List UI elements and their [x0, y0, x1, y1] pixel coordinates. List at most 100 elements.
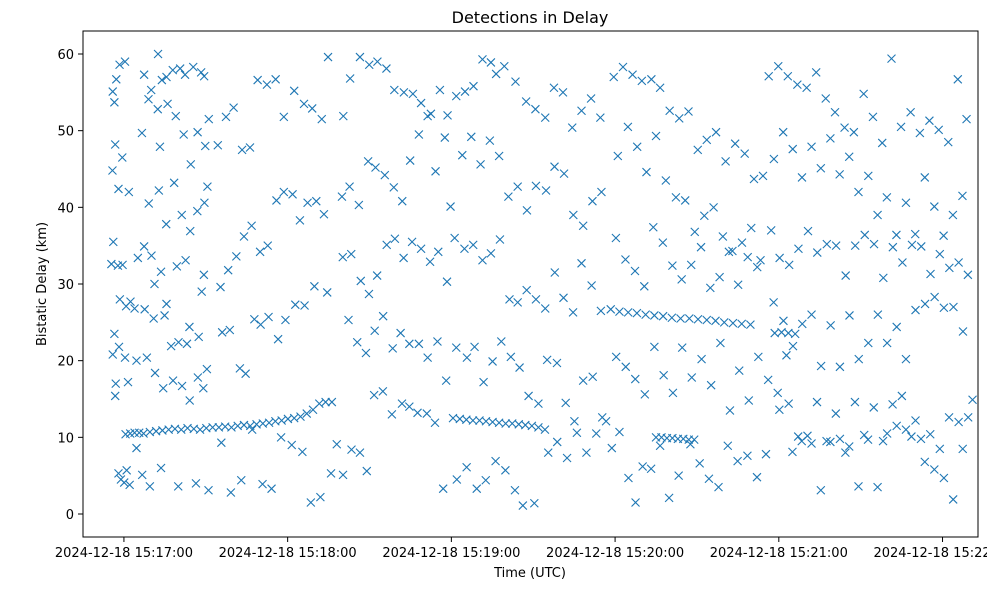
data-point: [850, 241, 860, 251]
data-point: [226, 488, 236, 497]
data-point: [287, 440, 297, 450]
data-point: [460, 87, 470, 96]
data-point: [327, 397, 337, 407]
data-point: [142, 353, 152, 362]
data-point: [728, 246, 737, 256]
data-point: [621, 255, 630, 264]
data-point: [361, 348, 371, 358]
data-point: [677, 275, 687, 284]
data-point: [435, 85, 445, 95]
data-point: [198, 383, 208, 393]
data-point: [185, 322, 194, 332]
data-point: [939, 231, 949, 241]
data-point: [668, 261, 677, 270]
data-point: [844, 442, 854, 451]
data-point: [542, 355, 552, 365]
data-point: [835, 434, 845, 444]
data-point: [773, 388, 783, 398]
data-point: [910, 229, 920, 239]
data-point: [878, 436, 888, 446]
data-point: [405, 156, 415, 165]
data-point: [344, 315, 353, 325]
data-point: [319, 209, 329, 219]
data-point: [399, 253, 409, 263]
data-point: [281, 315, 290, 325]
data-point: [323, 52, 333, 62]
data-point: [925, 429, 935, 439]
data-point: [873, 210, 882, 220]
data-point: [531, 104, 540, 114]
data-point: [193, 373, 203, 382]
data-point: [422, 409, 432, 418]
data-point: [578, 376, 588, 385]
data-point: [935, 249, 945, 259]
data-point: [577, 106, 586, 116]
data-point: [255, 247, 265, 257]
data-point: [749, 174, 759, 184]
data-point: [743, 451, 752, 461]
data-point: [231, 252, 241, 261]
data-point: [153, 104, 163, 114]
data-point: [907, 432, 916, 441]
data-point: [452, 475, 462, 484]
data-point: [239, 232, 249, 241]
x-tick-label: 2024-12-18 15:19:00: [382, 546, 520, 561]
data-point: [496, 337, 506, 346]
data-point: [397, 196, 407, 206]
data-point: [146, 85, 156, 95]
data-point: [157, 75, 167, 85]
data-point: [522, 285, 532, 295]
data-point: [684, 107, 693, 116]
data-point: [766, 225, 776, 235]
data-point: [540, 304, 550, 313]
data-point: [958, 191, 967, 201]
data-point: [468, 240, 478, 250]
data-point: [826, 321, 836, 330]
data-point: [247, 221, 257, 231]
data-point: [840, 123, 849, 132]
data-point: [674, 114, 684, 123]
data-point: [317, 114, 327, 124]
y-tick-label: 20: [57, 355, 74, 370]
data-point: [737, 238, 747, 247]
data-point: [676, 314, 685, 323]
data-point: [120, 353, 130, 362]
data-point: [743, 252, 753, 262]
data-point: [807, 310, 816, 320]
data-point: [332, 439, 342, 449]
data-point: [687, 373, 697, 382]
data-point: [888, 399, 897, 409]
data-point: [132, 356, 141, 366]
data-point: [733, 456, 742, 466]
data-point: [920, 299, 930, 309]
data-point: [641, 310, 651, 320]
data-point: [577, 258, 586, 268]
data-point: [373, 57, 382, 67]
data-point: [495, 235, 505, 244]
data-point: [835, 362, 845, 372]
data-point: [407, 237, 417, 247]
data-point: [696, 242, 706, 252]
data-point: [763, 375, 773, 385]
data-point: [797, 173, 807, 182]
data-point: [404, 339, 414, 349]
data-point: [322, 288, 332, 297]
data-point: [784, 260, 794, 270]
data-point: [901, 198, 911, 208]
data-point: [397, 399, 407, 408]
data-point: [197, 287, 207, 297]
data-point: [382, 240, 392, 250]
data-point: [247, 425, 257, 435]
data-point: [892, 230, 901, 240]
data-point: [948, 495, 958, 504]
data-point: [513, 298, 523, 307]
data-point: [504, 192, 513, 201]
data-point: [488, 357, 497, 366]
data-point: [347, 445, 356, 454]
data-point: [746, 223, 756, 233]
data-point: [199, 71, 209, 81]
data-point: [661, 176, 671, 185]
data-point: [873, 310, 883, 320]
data-point: [628, 70, 637, 80]
